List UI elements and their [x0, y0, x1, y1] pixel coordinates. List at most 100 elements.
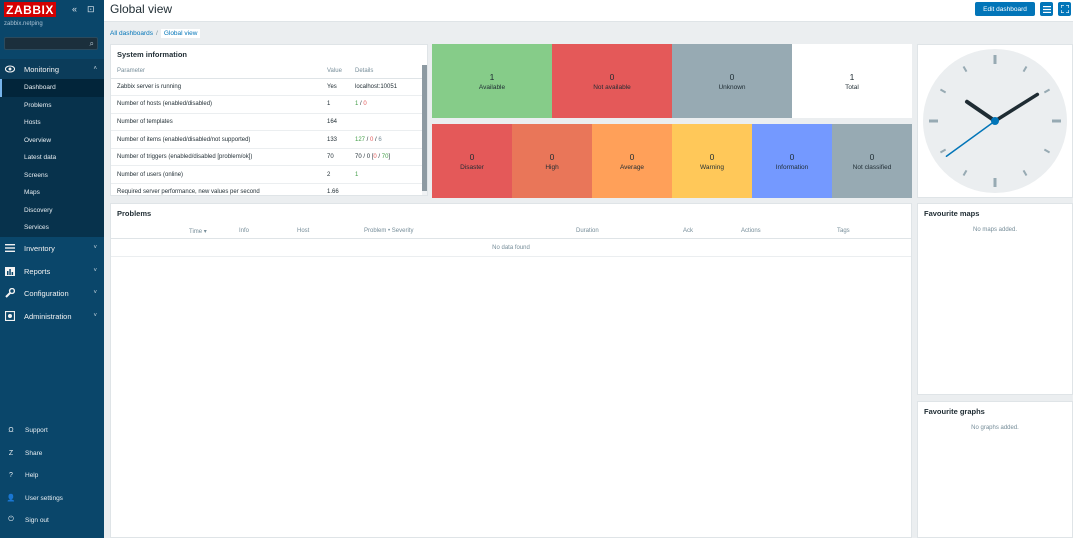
system-info-table: Parameter Value Details Zabbix server is…: [111, 65, 423, 195]
server-hostname: zabbix.netping: [4, 21, 43, 27]
breadcrumb-all-dashboards[interactable]: All dashboards: [110, 30, 153, 37]
param-cell: Number of templates: [111, 113, 321, 132]
support-link[interactable]: Ω Support: [0, 421, 104, 439]
tile-count: 1: [849, 71, 855, 82]
favourite-graphs-widget: Favourite graphs No graphs added.: [917, 401, 1073, 538]
clock-center: [991, 117, 999, 125]
menu-reports[interactable]: Reports ˅: [0, 261, 104, 281]
share-icon: Z: [8, 449, 14, 457]
table-row: Number of triggers (enabled/disabled [pr…: [111, 148, 423, 167]
tile-count: 0: [609, 71, 615, 82]
value-cell: 70: [321, 148, 349, 167]
host-unknown-tile[interactable]: 0 Unknown: [672, 44, 792, 118]
tile-count: 0: [709, 151, 715, 162]
chevron-down-icon: ˅: [93, 290, 97, 296]
search-input[interactable]: ⌕: [4, 37, 98, 50]
scrollbar-thumb[interactable]: [422, 65, 427, 191]
zabbix-logo[interactable]: ZABBIX: [4, 2, 56, 17]
details-cell: [349, 113, 423, 132]
chevron-down-icon: ˅: [93, 245, 97, 251]
clock-tick: [962, 65, 968, 73]
value-cell: 164: [321, 113, 349, 132]
sign-out-label: Sign out: [25, 516, 49, 524]
tile-label: Total: [845, 83, 859, 91]
column-header: Parameter: [111, 65, 321, 79]
search-icon[interactable]: ⌕: [89, 39, 94, 48]
details-cell: localhost:10051: [349, 78, 423, 97]
value-cell: 1: [321, 95, 349, 114]
wrench-icon: [5, 288, 15, 298]
clock-tick: [939, 88, 947, 94]
column-header: Value: [321, 65, 349, 79]
submenu-dashboard[interactable]: Dashboard: [0, 79, 104, 97]
bar-chart-icon: [5, 266, 15, 276]
chevron-down-icon: ˅: [93, 313, 97, 319]
tile-label: Unknown: [718, 83, 746, 91]
collapse-sidebar-icon[interactable]: «: [72, 4, 78, 14]
power-icon: ⏻: [8, 516, 14, 523]
tile-label: Not classified: [852, 163, 892, 171]
tile-count: 0: [789, 151, 795, 162]
submenu-screens[interactable]: Screens: [24, 171, 48, 179]
menu-configuration[interactable]: Configuration ˅: [0, 283, 104, 303]
user-icon: 👤: [6, 495, 16, 502]
details-cell: 70 / 0 [0 / 70]: [349, 148, 423, 167]
list-icon: [5, 243, 15, 253]
menu-configuration-label: Configuration: [24, 288, 69, 298]
severity-information-tile[interactable]: 0 Information: [752, 124, 832, 198]
severity-average-tile[interactable]: 0 Average: [592, 124, 672, 198]
fullscreen-button[interactable]: [1058, 2, 1071, 16]
severity-disaster-tile[interactable]: 0 Disaster: [432, 124, 512, 198]
column-header-problem[interactable]: Problem • Severity: [364, 228, 414, 234]
submenu-overview[interactable]: Overview: [24, 136, 52, 144]
eye-icon: [5, 64, 15, 74]
sign-out-link[interactable]: ⏻ Sign out: [0, 511, 104, 529]
menu-monitoring[interactable]: Monitoring ˄: [0, 59, 104, 79]
tile-count: 0: [869, 151, 875, 162]
host-available-tile[interactable]: 1 Available: [432, 44, 552, 118]
tile-label: Not available: [593, 83, 631, 91]
severity-high-tile[interactable]: 0 High: [512, 124, 592, 198]
system-information-widget: System information Parameter Value Detai…: [110, 44, 428, 196]
details-cell: 127 / 0 / 6: [349, 130, 423, 149]
clock-minute-hand: [993, 92, 1040, 123]
host-not-available-tile[interactable]: 0 Not available: [552, 44, 672, 118]
tile-label: Disaster: [460, 163, 484, 171]
value-cell: 2: [321, 165, 349, 185]
help-link[interactable]: ? Help: [0, 466, 104, 484]
tile-count: 0: [469, 151, 475, 162]
tile-label: Available: [478, 83, 506, 91]
tile-label: Information: [775, 163, 809, 171]
submenu-services[interactable]: Services: [24, 224, 49, 232]
user-settings-link[interactable]: 👤 User settings: [0, 489, 104, 507]
clock-tick: [962, 169, 968, 177]
column-header-time[interactable]: Time ▾: [189, 229, 207, 235]
severity-not-classified-tile[interactable]: 0 Not classified: [832, 124, 912, 198]
submenu-latest-data[interactable]: Latest data: [24, 154, 57, 162]
submenu-discovery[interactable]: Discovery: [24, 206, 53, 214]
actions-menu-button[interactable]: [1040, 2, 1053, 16]
menu-inventory-label: Inventory: [24, 243, 55, 253]
support-icon: Ω: [8, 426, 14, 434]
widget-title: Problems: [117, 209, 152, 218]
menu-inventory[interactable]: Inventory ˅: [0, 238, 104, 258]
share-link[interactable]: Z Share: [0, 444, 104, 462]
breadcrumb-current[interactable]: Global view: [160, 29, 201, 38]
column-header: Details: [349, 65, 423, 79]
clock-tick: [1043, 148, 1051, 154]
widget-title: Favourite maps: [924, 209, 980, 218]
clock-tick: [939, 148, 947, 154]
menu-administration[interactable]: Administration ˅: [0, 306, 104, 326]
severity-warning-tile[interactable]: 0 Warning: [672, 124, 752, 198]
column-header-host[interactable]: Host: [297, 228, 310, 234]
hamburger-icon: [1042, 5, 1051, 13]
edit-dashboard-button[interactable]: Edit dashboard: [975, 2, 1035, 16]
submenu-maps[interactable]: Maps: [24, 189, 40, 197]
host-total-tile[interactable]: 1 Total: [792, 44, 912, 118]
kiosk-mode-icon[interactable]: ⊡: [87, 4, 95, 14]
column-header-ack: Ack: [683, 228, 694, 234]
value-cell: 1.66: [321, 183, 349, 195]
submenu-problems[interactable]: Problems: [24, 101, 52, 109]
tile-label: Average: [619, 163, 645, 171]
submenu-hosts[interactable]: Hosts: [24, 119, 41, 127]
